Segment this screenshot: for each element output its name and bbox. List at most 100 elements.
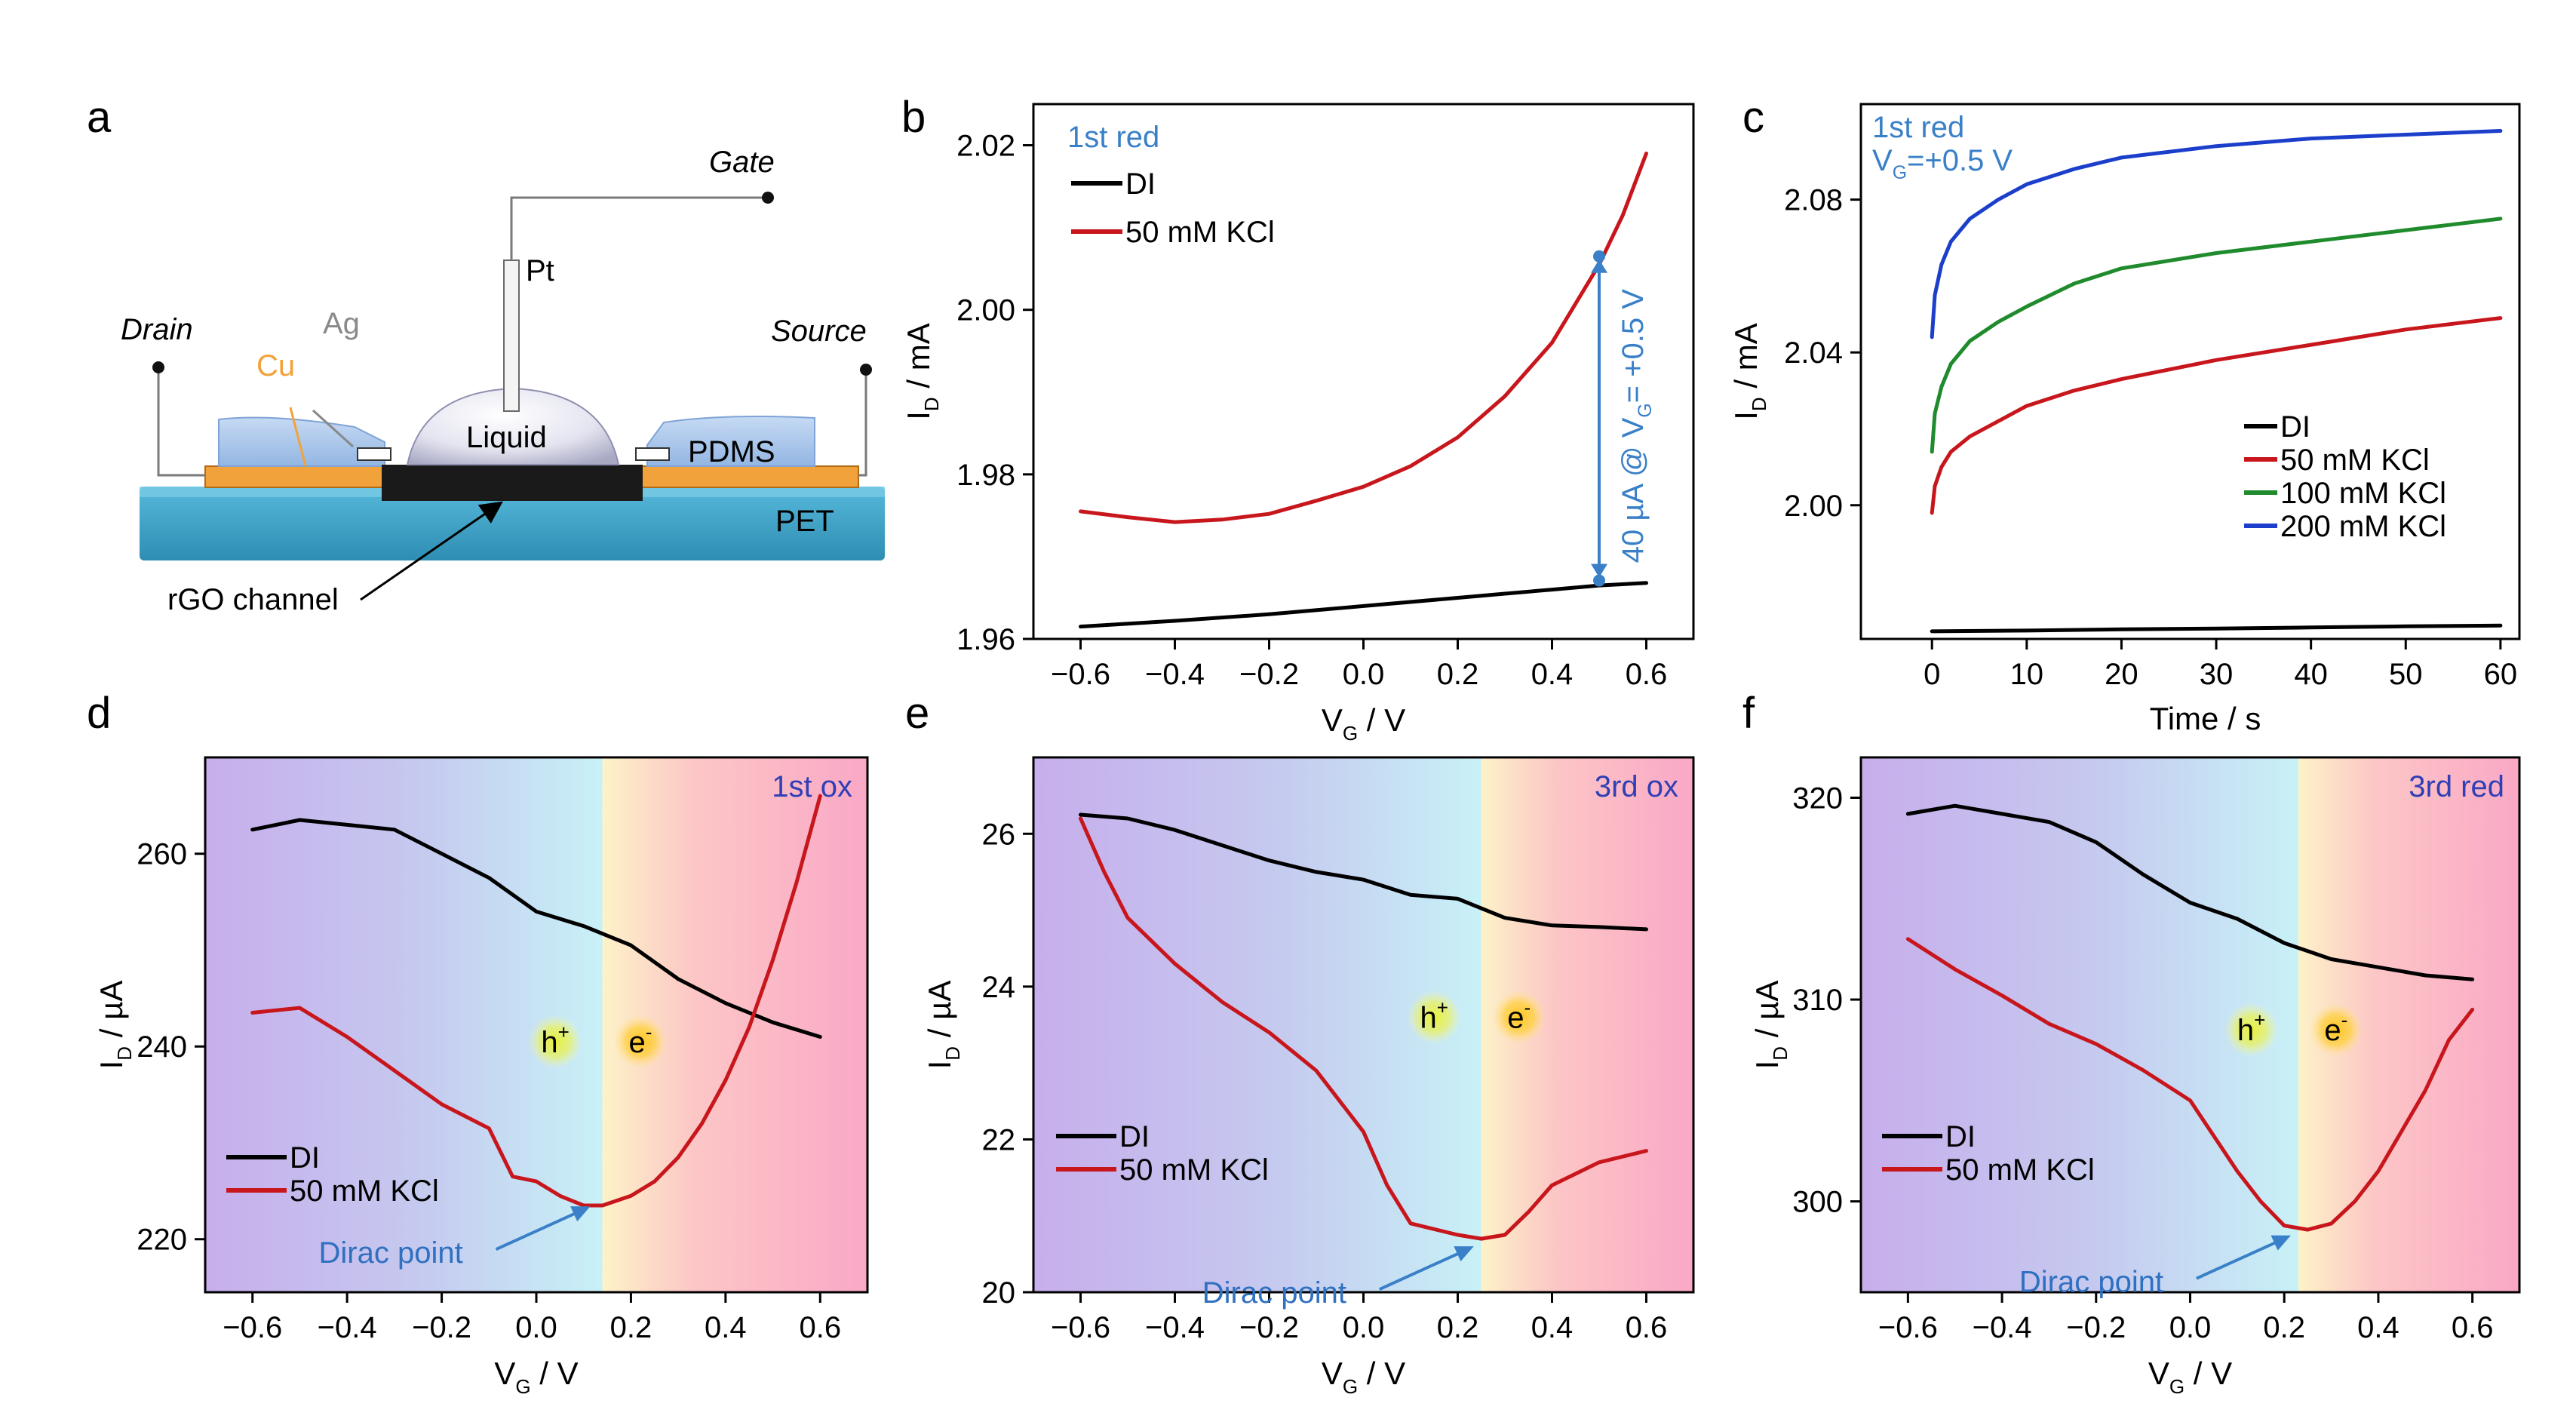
dirac-label: Dirac point [1202,1276,1346,1310]
y-tick-label: 2.00 [1784,490,1843,523]
hole-label: h+ [541,1021,569,1059]
label-pt: Pt [526,254,554,287]
x-tick-label: 10 [2010,658,2044,691]
y-axis-title: ID / µA [1749,981,1792,1070]
legend-label: 200 mM KCl [2280,510,2446,543]
x-tick-label: 0.2 [2263,1311,2305,1344]
series-line-50-mm-kcl [1079,151,1648,524]
y-axis-title-sub: D [1748,397,1770,411]
hole-glow [2224,1003,2279,1058]
x-tick-label: 0.0 [1343,658,1385,691]
panel-annotation: 1st red [1067,121,1159,154]
pdms-right [646,416,815,467]
y-axis-title: ID / mA [901,323,943,420]
electron-label-sup: - [1524,996,1531,1018]
dirac-arrow-shaft [495,1207,587,1251]
y-axis-title: ID / mA [1728,323,1770,420]
x-tick-label: 20 [2105,658,2138,691]
label-cu: Cu [256,349,295,382]
label-liquid: Liquid [466,421,547,454]
pt-electrode [503,259,520,412]
electron-glow [613,1014,668,1069]
x-axis-title-tail: / V [2185,1356,2232,1391]
x-tick-label: 60 [2484,658,2518,691]
electron-label-main: e [629,1026,646,1059]
y-tick-label: 26 [982,818,1016,851]
dirac-label: Dirac point [2019,1266,2163,1299]
x-axis-title-main: V [2148,1356,2169,1391]
series-line-di [1079,812,1648,932]
x-tick-label: −0.4 [318,1311,377,1344]
legend-label: 50 mM KCl [290,1175,439,1208]
hole-label: h+ [1420,996,1448,1034]
hole-label: h+ [2237,1009,2265,1047]
x-axis-title-sub: G [1343,1375,1358,1398]
electron-glow [1491,990,1546,1045]
legend-label: DI [1945,1120,1976,1153]
hole-glow [1407,990,1462,1045]
hole-label-sup: + [558,1021,570,1043]
legend-label: DI [1125,167,1156,201]
delta-label-main: 40 µA @ V [1617,417,1650,563]
legend-label: DI [2280,410,2310,444]
series-line-di [1079,581,1648,629]
x-tick-label: 50 [2389,658,2423,691]
x-tick-label: 0.2 [1437,658,1479,691]
x-tick-label: −0.2 [1239,1311,1299,1344]
x-tick-label: 0.6 [799,1311,841,1344]
y-tick-label: 2.04 [1784,336,1843,370]
panel-annotation: 1st red [1872,111,1964,144]
chart-c: 0 10 20 30 40 50 60 2.00 2.04 2.08 Time / s ID / mA… [1728,103,2521,736]
y-axis-title-tail: / mA [901,323,936,397]
electron-label-main: e [1507,1001,1524,1034]
x-tick-label: 40 [2294,658,2328,691]
dirac-label: Dirac point [319,1236,463,1270]
y-tick-label: 1.96 [956,623,1015,656]
electron-glow [2308,1003,2363,1058]
y-axis-title-sub: D [941,1046,964,1061]
pet-substrate [140,487,885,560]
dirac-arrow-shaft [1378,1247,1470,1291]
hole-label-main: h [2237,1014,2254,1047]
x-tick-label: −0.2 [2066,1311,2126,1344]
chart-d: −0.6 −0.4 −0.2 0.0 0.2 0.4 0.6 220 240 260 VG / V I… [94,756,869,1398]
delta-point-bottom [1593,574,1605,587]
hole-label-sup: + [2254,1009,2265,1031]
x-tick-label: 30 [2200,658,2234,691]
ag-contact-right [635,447,670,461]
y-tick-label: 260 [137,838,187,871]
panel-letter-d: d [87,689,111,738]
x-tick-label: 0.6 [1626,658,1668,691]
chart-f: −0.6 −0.4 −0.2 0.0 0.2 0.4 0.6 300 310 320 VG / V I… [1749,756,2521,1398]
x-axis-title: VG / V [494,1356,578,1398]
dirac-arrow-head [2271,1235,2291,1251]
panel-annotation-2-main: V [1872,144,1893,177]
y-tick-label: 2.00 [956,294,1015,327]
panel-letter-b: b [901,93,926,142]
y-tick-label: 24 [982,971,1016,1004]
x-tick-label: 0.4 [705,1311,747,1344]
y-axis-title-tail: / µA [94,981,129,1046]
electron-label: e- [2324,1009,2347,1047]
legend-label: 50 mM KCl [1125,216,1275,249]
series-line-di [1930,623,2503,634]
panel-annotation-2-sub: G [1893,163,1907,183]
electron-label-sup: - [2341,1009,2348,1031]
y-tick-label: 2.08 [1784,184,1843,217]
y-axis-title-tail: / mA [1728,323,1764,397]
panel-letter-a: a [87,93,112,142]
x-axis-title: VG / V [2148,1356,2232,1398]
source-wire [858,370,867,477]
x-tick-label: −0.2 [412,1311,471,1344]
x-axis-title-tail: / V [531,1356,579,1391]
delta-label-tail: = +0.5 V [1617,289,1650,404]
panel-annotation: 1st ox [772,770,852,803]
x-axis-title-main: V [494,1356,515,1391]
x-tick-label: 0.2 [1437,1311,1479,1344]
x-tick-label: −0.4 [1145,658,1205,691]
y-axis-title-main: I [94,1061,129,1070]
label-drain: Drain [121,313,193,346]
x-tick-label: 0.2 [610,1311,652,1344]
label-pdms: PDMS [688,435,775,468]
x-tick-label: −0.6 [1051,1311,1110,1344]
